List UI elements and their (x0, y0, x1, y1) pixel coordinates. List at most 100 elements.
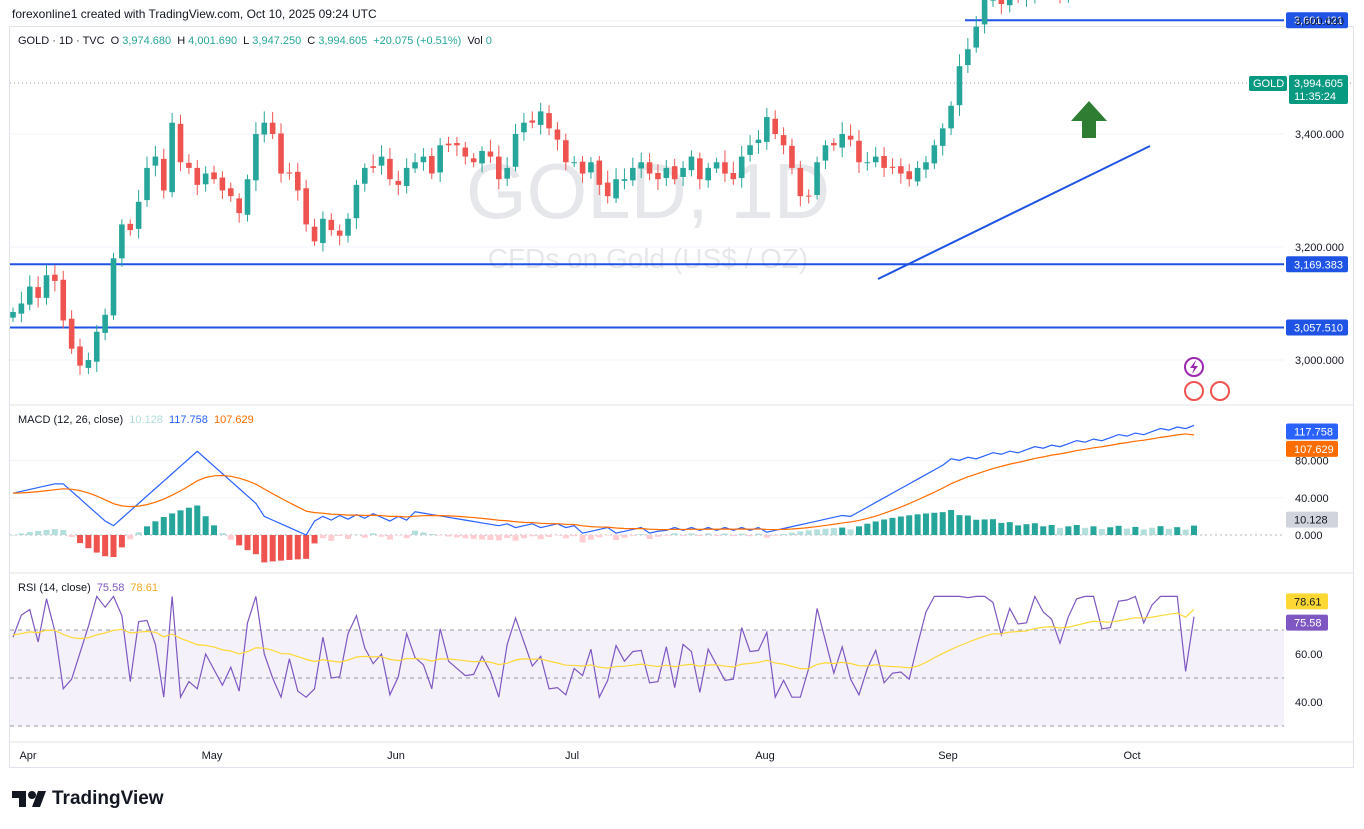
candles (10, 0, 1069, 375)
rsi-value: 75.58 (96, 582, 125, 594)
macd-histogram-bar (403, 535, 410, 539)
macd-histogram-bar (797, 531, 804, 535)
macd-histogram-bar (102, 535, 109, 557)
macd-histogram-bar (747, 535, 754, 537)
us-flag-event-icon-2[interactable] (1210, 381, 1230, 401)
candle-body (43, 275, 50, 298)
price-axis: 3,000.0003,200.0003,400.0003,600.0003,80… (1249, 16, 1348, 367)
created-by-line: forexonline1 created with TradingView.co… (12, 7, 377, 21)
macd-histogram-bar (286, 535, 293, 560)
macd-histogram-bar (671, 533, 678, 535)
candle-body (437, 145, 443, 173)
macd-histogram-bar (822, 528, 829, 535)
macd-histogram-bar (160, 517, 167, 535)
candle-body (965, 49, 971, 66)
time-tick-label: Jul (565, 750, 579, 762)
macd-histogram-bar (68, 535, 75, 538)
macd-histogram-bar (244, 535, 251, 551)
macd-histogram-bar (721, 533, 728, 535)
close-label: C (307, 35, 316, 47)
candle-body (789, 145, 795, 168)
candle-body (1006, 0, 1013, 6)
candle-body (479, 150, 485, 164)
candle-body (722, 162, 728, 174)
macd-histogram-bar (805, 530, 812, 535)
candle-body (420, 156, 427, 163)
macd-histogram-bar (303, 535, 310, 559)
candle-body (353, 184, 360, 219)
macd-histogram-bar (479, 535, 486, 540)
trendline[interactable] (877, 145, 1151, 280)
candle-body (881, 156, 887, 168)
candle-body (956, 66, 963, 106)
macd-histogram-bar (1090, 526, 1097, 535)
candle-body (294, 171, 301, 191)
candle-body (387, 158, 393, 180)
rsi-tick-label: 60.00 (1295, 649, 1323, 661)
rsi-title[interactable]: RSI (14, close) (18, 582, 91, 594)
rsi-value-tag (1286, 593, 1328, 610)
candle-body (211, 172, 217, 180)
current-price-value: 3,994.605 (1294, 78, 1343, 90)
symbol-price-tag-label: GOLD (1253, 78, 1284, 90)
candle-body (755, 139, 762, 144)
macd-histogram-bar (855, 526, 862, 535)
macd-signal-line (12, 433, 1195, 531)
candle-body (77, 346, 83, 366)
candle-body (563, 140, 569, 163)
close-value: 3,994.605 (318, 35, 368, 47)
watermark-title: GOLD, 1D (466, 147, 830, 235)
macd-tick-label: 80.000 (1295, 456, 1329, 468)
candle-body (864, 162, 871, 164)
macd-title[interactable]: MACD (12, 26, close) (18, 414, 124, 426)
macd-histogram-bar (956, 515, 963, 535)
lightning-glyph (1190, 360, 1198, 374)
candle-body (747, 145, 753, 155)
tradingview-logo[interactable]: TradingView (12, 788, 164, 810)
macd-histogram-bar (529, 535, 536, 537)
candle-body (621, 179, 628, 181)
macd-histogram-bar (772, 535, 779, 536)
macd-histogram-bar (152, 521, 159, 535)
rsi-value-tag-label: 75.58 (1294, 618, 1322, 630)
macd-histogram-bar (294, 535, 301, 560)
candle-body (487, 151, 494, 157)
candle-body (688, 156, 695, 171)
macd-histogram-bar (1174, 527, 1181, 535)
macd-histogram-bar (311, 535, 318, 544)
candle-body (253, 134, 259, 181)
candle-body (872, 156, 879, 163)
macd-value-tag (1286, 423, 1338, 440)
price-countdown: 11:35:24 (1294, 91, 1336, 103)
macd-value-tag-label: 117.758 (1294, 426, 1333, 438)
macd-histogram-bar (370, 533, 377, 535)
symbol-label[interactable]: GOLD · 1D · TVC (18, 35, 105, 47)
macd-histogram-bar (780, 534, 787, 535)
candle-body (361, 167, 368, 184)
macd-value-tag (1286, 511, 1338, 528)
candle-body (68, 318, 75, 349)
macd-histogram-bar (278, 535, 285, 561)
macd-histogram-bar (621, 535, 628, 538)
candle-body (102, 314, 108, 333)
candle-body (554, 129, 561, 140)
rsi-line (12, 594, 1195, 700)
macd-histogram-bar (579, 535, 586, 543)
macd-histogram-bar (1115, 525, 1122, 535)
macd-histogram-bar (663, 535, 670, 536)
tradingview-logo-icon (12, 791, 46, 807)
time-tick-label: Aug (755, 750, 775, 762)
macd-histogram-bar (437, 535, 444, 536)
candle-body (378, 156, 385, 166)
macd-histogram-bar (420, 532, 427, 535)
candle-body (320, 218, 326, 244)
candle-body (588, 162, 594, 173)
macd-histogram-bar (361, 535, 368, 538)
macd-histogram-bar (194, 505, 201, 535)
us-flag-event-icon[interactable] (1184, 381, 1204, 401)
macd-histogram-bar (428, 534, 435, 535)
macd-histogram-bar (51, 529, 58, 535)
low-value: 3,947.250 (252, 35, 302, 47)
macd-histogram-bar (26, 532, 33, 535)
